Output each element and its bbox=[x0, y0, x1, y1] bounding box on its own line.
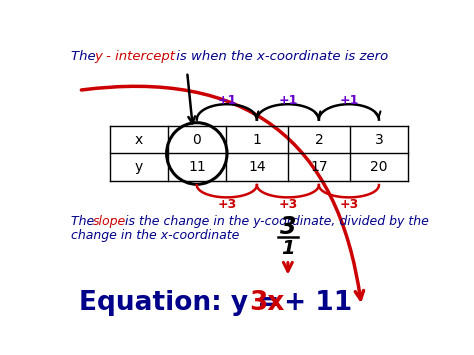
Text: The: The bbox=[71, 50, 100, 63]
Text: 1: 1 bbox=[281, 240, 295, 258]
Text: 20: 20 bbox=[370, 160, 388, 174]
FancyArrowPatch shape bbox=[82, 86, 364, 299]
Text: y - intercept: y - intercept bbox=[94, 50, 175, 63]
Text: +1: +1 bbox=[217, 94, 237, 107]
Text: y: y bbox=[135, 160, 143, 174]
Text: is the change in the y-coordinate, divided by the: is the change in the y-coordinate, divid… bbox=[121, 215, 429, 228]
Text: 3: 3 bbox=[374, 133, 383, 147]
Text: slope: slope bbox=[93, 215, 127, 228]
Text: 3x: 3x bbox=[249, 290, 284, 316]
Text: 3: 3 bbox=[280, 215, 296, 239]
Text: 0: 0 bbox=[192, 133, 201, 147]
Text: + 11: + 11 bbox=[275, 290, 353, 316]
Text: +3: +3 bbox=[217, 198, 237, 211]
Text: +1: +1 bbox=[278, 94, 298, 107]
Text: change in the x-coordinate: change in the x-coordinate bbox=[71, 229, 239, 242]
Text: is when the x-coordinate is zero: is when the x-coordinate is zero bbox=[172, 50, 388, 63]
Text: 1: 1 bbox=[253, 133, 261, 147]
Text: Equation: y =: Equation: y = bbox=[79, 290, 288, 316]
Text: +1: +1 bbox=[339, 94, 359, 107]
Text: +3: +3 bbox=[339, 198, 358, 211]
Text: 2: 2 bbox=[315, 133, 323, 147]
Text: The: The bbox=[71, 215, 98, 228]
Text: +3: +3 bbox=[278, 198, 298, 211]
Text: 11: 11 bbox=[188, 160, 206, 174]
Text: 17: 17 bbox=[310, 160, 328, 174]
Text: 14: 14 bbox=[248, 160, 266, 174]
Text: x: x bbox=[135, 133, 143, 147]
